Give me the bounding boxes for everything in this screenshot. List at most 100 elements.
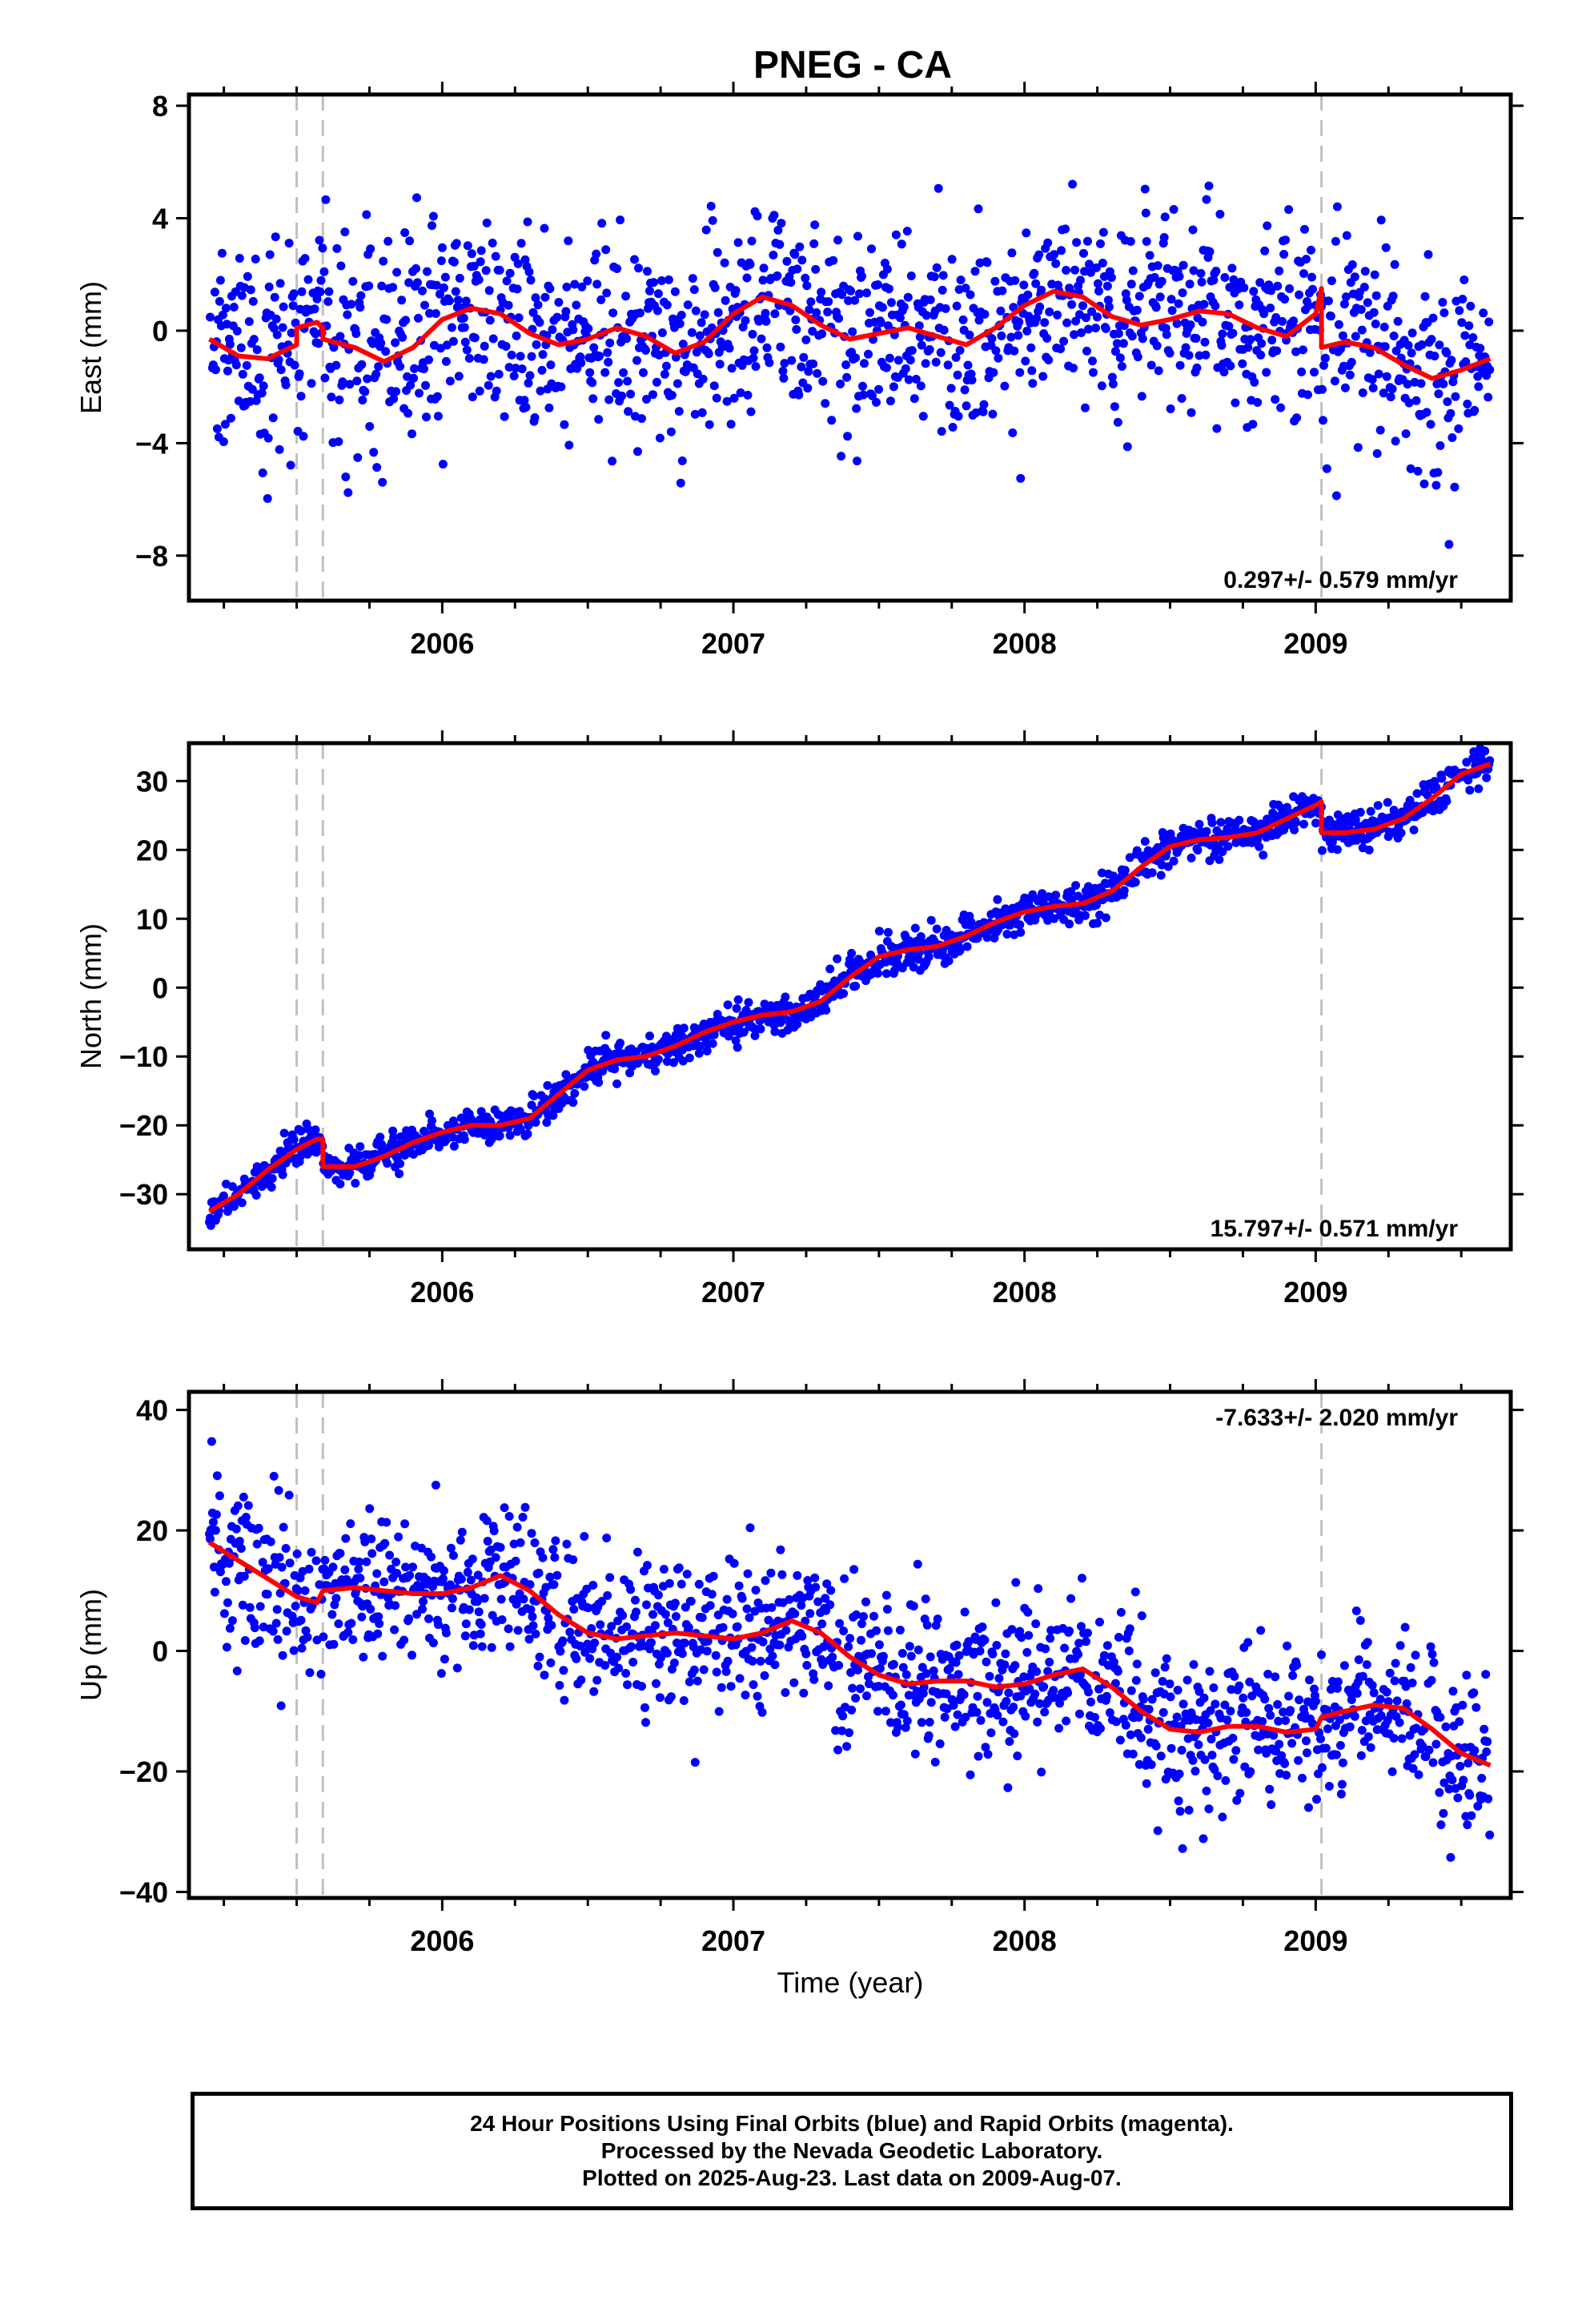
data-point (902, 1716, 912, 1726)
data-point (962, 401, 971, 411)
data-point (674, 1563, 684, 1573)
data-point (645, 286, 654, 296)
data-point (1156, 870, 1166, 880)
data-point (817, 1619, 827, 1629)
data-point (241, 1513, 251, 1522)
data-point (1323, 296, 1333, 306)
data-point (531, 1629, 540, 1638)
y-tick-label: 4 (152, 202, 168, 235)
data-point (1279, 1707, 1288, 1717)
data-point (580, 1647, 590, 1657)
data-point (540, 223, 549, 233)
data-point (207, 1437, 216, 1446)
data-point (745, 1523, 755, 1533)
data-point (833, 954, 842, 963)
data-point (667, 391, 677, 400)
data-point (1406, 1663, 1415, 1672)
data-point (602, 288, 612, 298)
data-point (454, 372, 464, 381)
data-point (913, 1645, 923, 1655)
data-point (512, 284, 522, 294)
data-point (1447, 356, 1456, 365)
data-point (1483, 1737, 1492, 1747)
data-point (652, 377, 661, 387)
data-point (441, 356, 451, 366)
data-point (1174, 299, 1183, 308)
data-point (348, 276, 358, 286)
data-point (906, 1651, 916, 1661)
data-point (888, 1691, 897, 1700)
x-tick-label: 2007 (701, 1924, 765, 1957)
data-point (400, 228, 410, 237)
data-point (1175, 1807, 1185, 1816)
data-point (316, 275, 326, 285)
data-point (444, 296, 454, 306)
data-point (1432, 380, 1442, 388)
data-point (576, 1642, 585, 1651)
data-point (284, 1490, 294, 1500)
data-point (600, 368, 610, 377)
data-point (990, 276, 1000, 286)
data-point (1376, 215, 1386, 225)
data-point (1043, 238, 1053, 247)
data-point (622, 334, 632, 344)
data-point (1407, 328, 1417, 338)
data-point (933, 1614, 942, 1624)
data-point (988, 1649, 998, 1659)
data-point (1062, 1716, 1071, 1726)
data-point (607, 1622, 616, 1631)
data-point (955, 946, 965, 955)
data-point (761, 316, 771, 326)
data-point (592, 1675, 602, 1685)
data-point (409, 373, 418, 383)
data-point (297, 1643, 307, 1653)
data-point (776, 342, 785, 352)
data-point (1195, 351, 1204, 360)
data-point (1287, 1739, 1297, 1748)
data-point (756, 1024, 765, 1034)
y-tick-label: −10 (119, 1040, 168, 1073)
data-point (837, 452, 846, 461)
data-point (1383, 798, 1392, 807)
data-point (524, 267, 534, 276)
data-point (1442, 796, 1452, 806)
data-point (709, 381, 719, 391)
data-point (1024, 1630, 1034, 1640)
data-point (469, 261, 479, 271)
data-point (445, 376, 455, 386)
data-point (1431, 1739, 1441, 1749)
data-point (221, 1577, 231, 1586)
data-point (279, 1522, 288, 1532)
data-point (744, 998, 753, 1007)
data-point (287, 328, 296, 338)
data-point (1075, 1709, 1084, 1719)
data-point (1130, 1587, 1140, 1597)
data-point (1307, 272, 1316, 282)
data-point (666, 427, 676, 436)
data-point (1333, 810, 1343, 819)
data-point (491, 251, 500, 261)
data-point (540, 1671, 549, 1680)
data-point (476, 257, 485, 267)
data-point (414, 313, 423, 323)
data-point (764, 1615, 773, 1625)
data-point (564, 440, 574, 450)
data-point (844, 1642, 853, 1651)
data-point (881, 1707, 890, 1716)
data-point (496, 1594, 506, 1604)
data-point (899, 302, 909, 312)
data-point (797, 255, 807, 265)
data-point (1335, 1741, 1345, 1750)
data-point (206, 312, 215, 322)
data-point (978, 407, 988, 416)
data-point (1132, 1659, 1142, 1669)
data-point (1274, 1716, 1283, 1726)
data-point (237, 291, 247, 300)
data-point (1383, 1697, 1393, 1707)
data-point (709, 1571, 718, 1581)
data-point (949, 1701, 958, 1710)
data-point (1105, 1708, 1114, 1718)
data-point (940, 1712, 950, 1722)
data-point (781, 992, 790, 1002)
data-point (1260, 1695, 1270, 1704)
